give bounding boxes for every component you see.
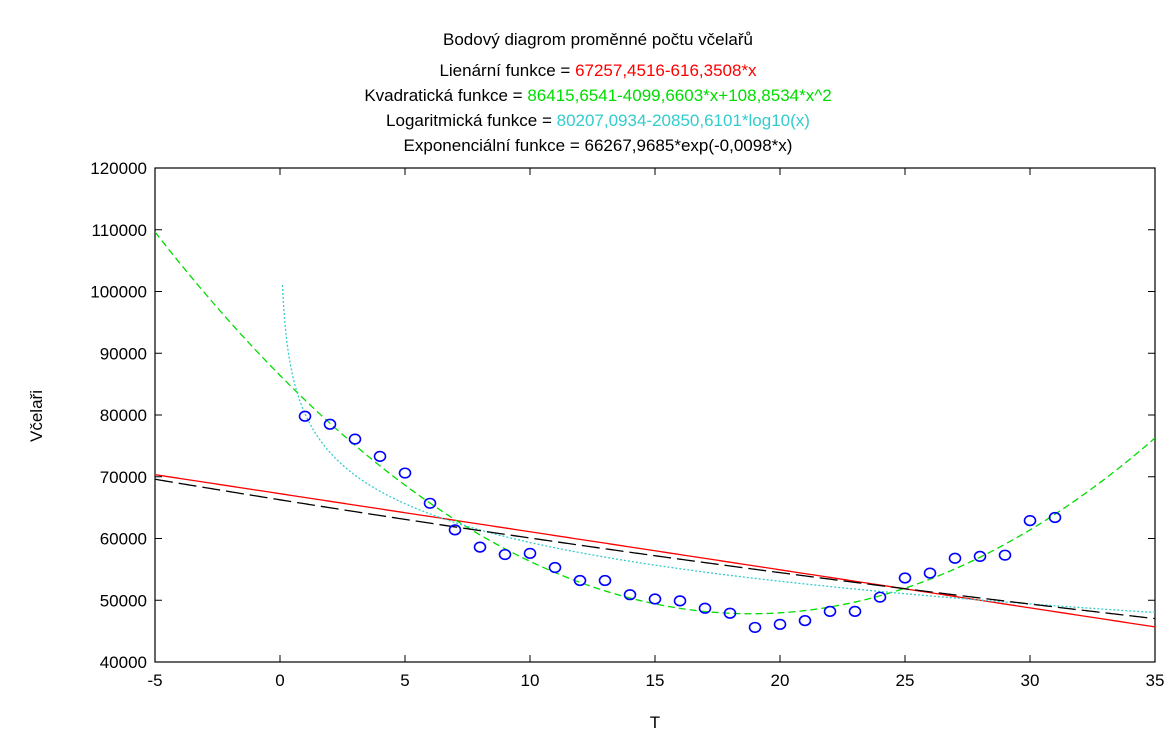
equation-label: Logaritmická funkce = (386, 111, 557, 130)
data-point (773, 618, 787, 630)
equation-label: Exponenciální funkce = (404, 136, 585, 155)
data-point (598, 574, 612, 587)
data-point (898, 572, 912, 584)
data-point (1048, 511, 1062, 524)
equation-label: Lienární funkce = (439, 61, 575, 80)
data-point (823, 605, 837, 617)
equation-formula: 66267,9685*exp(-0,0098*x) (585, 136, 793, 155)
data-point (848, 605, 862, 617)
data-point (523, 547, 537, 559)
fit-curve-exponential (155, 478, 1155, 620)
data-point (423, 497, 437, 509)
y-tick-label: 70000 (100, 468, 147, 487)
x-tick-label: 10 (521, 671, 540, 690)
chart-title: Bodový diagrom proměnné počtu včelařů (443, 30, 753, 49)
data-point (723, 607, 737, 619)
equation-line: Kvadratická funkce = 86415,6541-4099,660… (364, 86, 831, 105)
x-tick-label: 35 (1146, 671, 1165, 690)
data-point (923, 567, 937, 579)
axes: -5 0 5 10 15 20 25 30 35 40000 50000 60000 70000 8000… (90, 159, 1164, 690)
data-point (748, 621, 762, 634)
data-point (473, 541, 487, 553)
equation-line: Lienární funkce = 67257,4516-616,3508*x (439, 61, 757, 80)
x-axis-label: T (650, 713, 660, 732)
y-tick-label: 90000 (100, 344, 147, 363)
x-tick-label: 20 (771, 671, 790, 690)
chart-titles: Bodový diagrom proměnné počtu včelařů Lie… (364, 30, 831, 155)
data-point (373, 450, 387, 462)
x-tick-label: 15 (646, 671, 665, 690)
y-tick-label: 40000 (100, 653, 147, 672)
x-tick-label: 30 (1021, 671, 1040, 690)
y-tick-label: 50000 (100, 591, 147, 610)
y-tick-label: 110000 (92, 221, 147, 240)
data-point (698, 602, 712, 614)
fit-curve-linear (155, 474, 1155, 628)
data-point (323, 418, 337, 430)
x-tick-label: 0 (275, 671, 284, 690)
data-point (348, 433, 362, 445)
y-tick-label: 100000 (90, 283, 147, 302)
data-point (498, 548, 512, 561)
equation-formula: 80207,0934-20850,6101*log10(x) (557, 111, 810, 130)
data-point (973, 550, 987, 563)
y-tick-label: 120000 (90, 159, 147, 178)
data-point (573, 574, 587, 587)
data-point (398, 467, 412, 479)
data-point (448, 524, 462, 536)
data-point (998, 549, 1012, 561)
y-tick-label: 80000 (100, 406, 147, 425)
data-point (673, 595, 687, 607)
equation-line: Exponenciální funkce = 66267,9685*exp(-0… (404, 136, 793, 155)
fit-curves (155, 231, 1155, 628)
data-point (798, 615, 812, 627)
y-tick-label: 60000 (100, 530, 147, 549)
y-axis-label: Včelaři (27, 390, 46, 442)
equation-line: Logaritmická funkce = 80207,0934-20850,6… (386, 111, 810, 130)
data-point (948, 552, 962, 564)
equation-formula: 67257,4516-616,3508*x (575, 61, 757, 80)
data-point (548, 561, 562, 574)
data-point (298, 410, 312, 422)
data-point (648, 593, 662, 605)
data-point (623, 589, 637, 601)
data-point (1023, 514, 1037, 527)
data-points (298, 410, 1062, 634)
x-tick-label: 25 (896, 671, 915, 690)
fit-curve-quadratic (155, 231, 1155, 615)
equation-formula: 86415,6541-4099,6603*x+108,8534*x^2 (527, 86, 831, 105)
equation-label: Kvadratická funkce = (364, 86, 527, 105)
x-tick-label: 5 (400, 671, 409, 690)
x-tick-label: -5 (147, 671, 162, 690)
data-point (873, 591, 887, 603)
